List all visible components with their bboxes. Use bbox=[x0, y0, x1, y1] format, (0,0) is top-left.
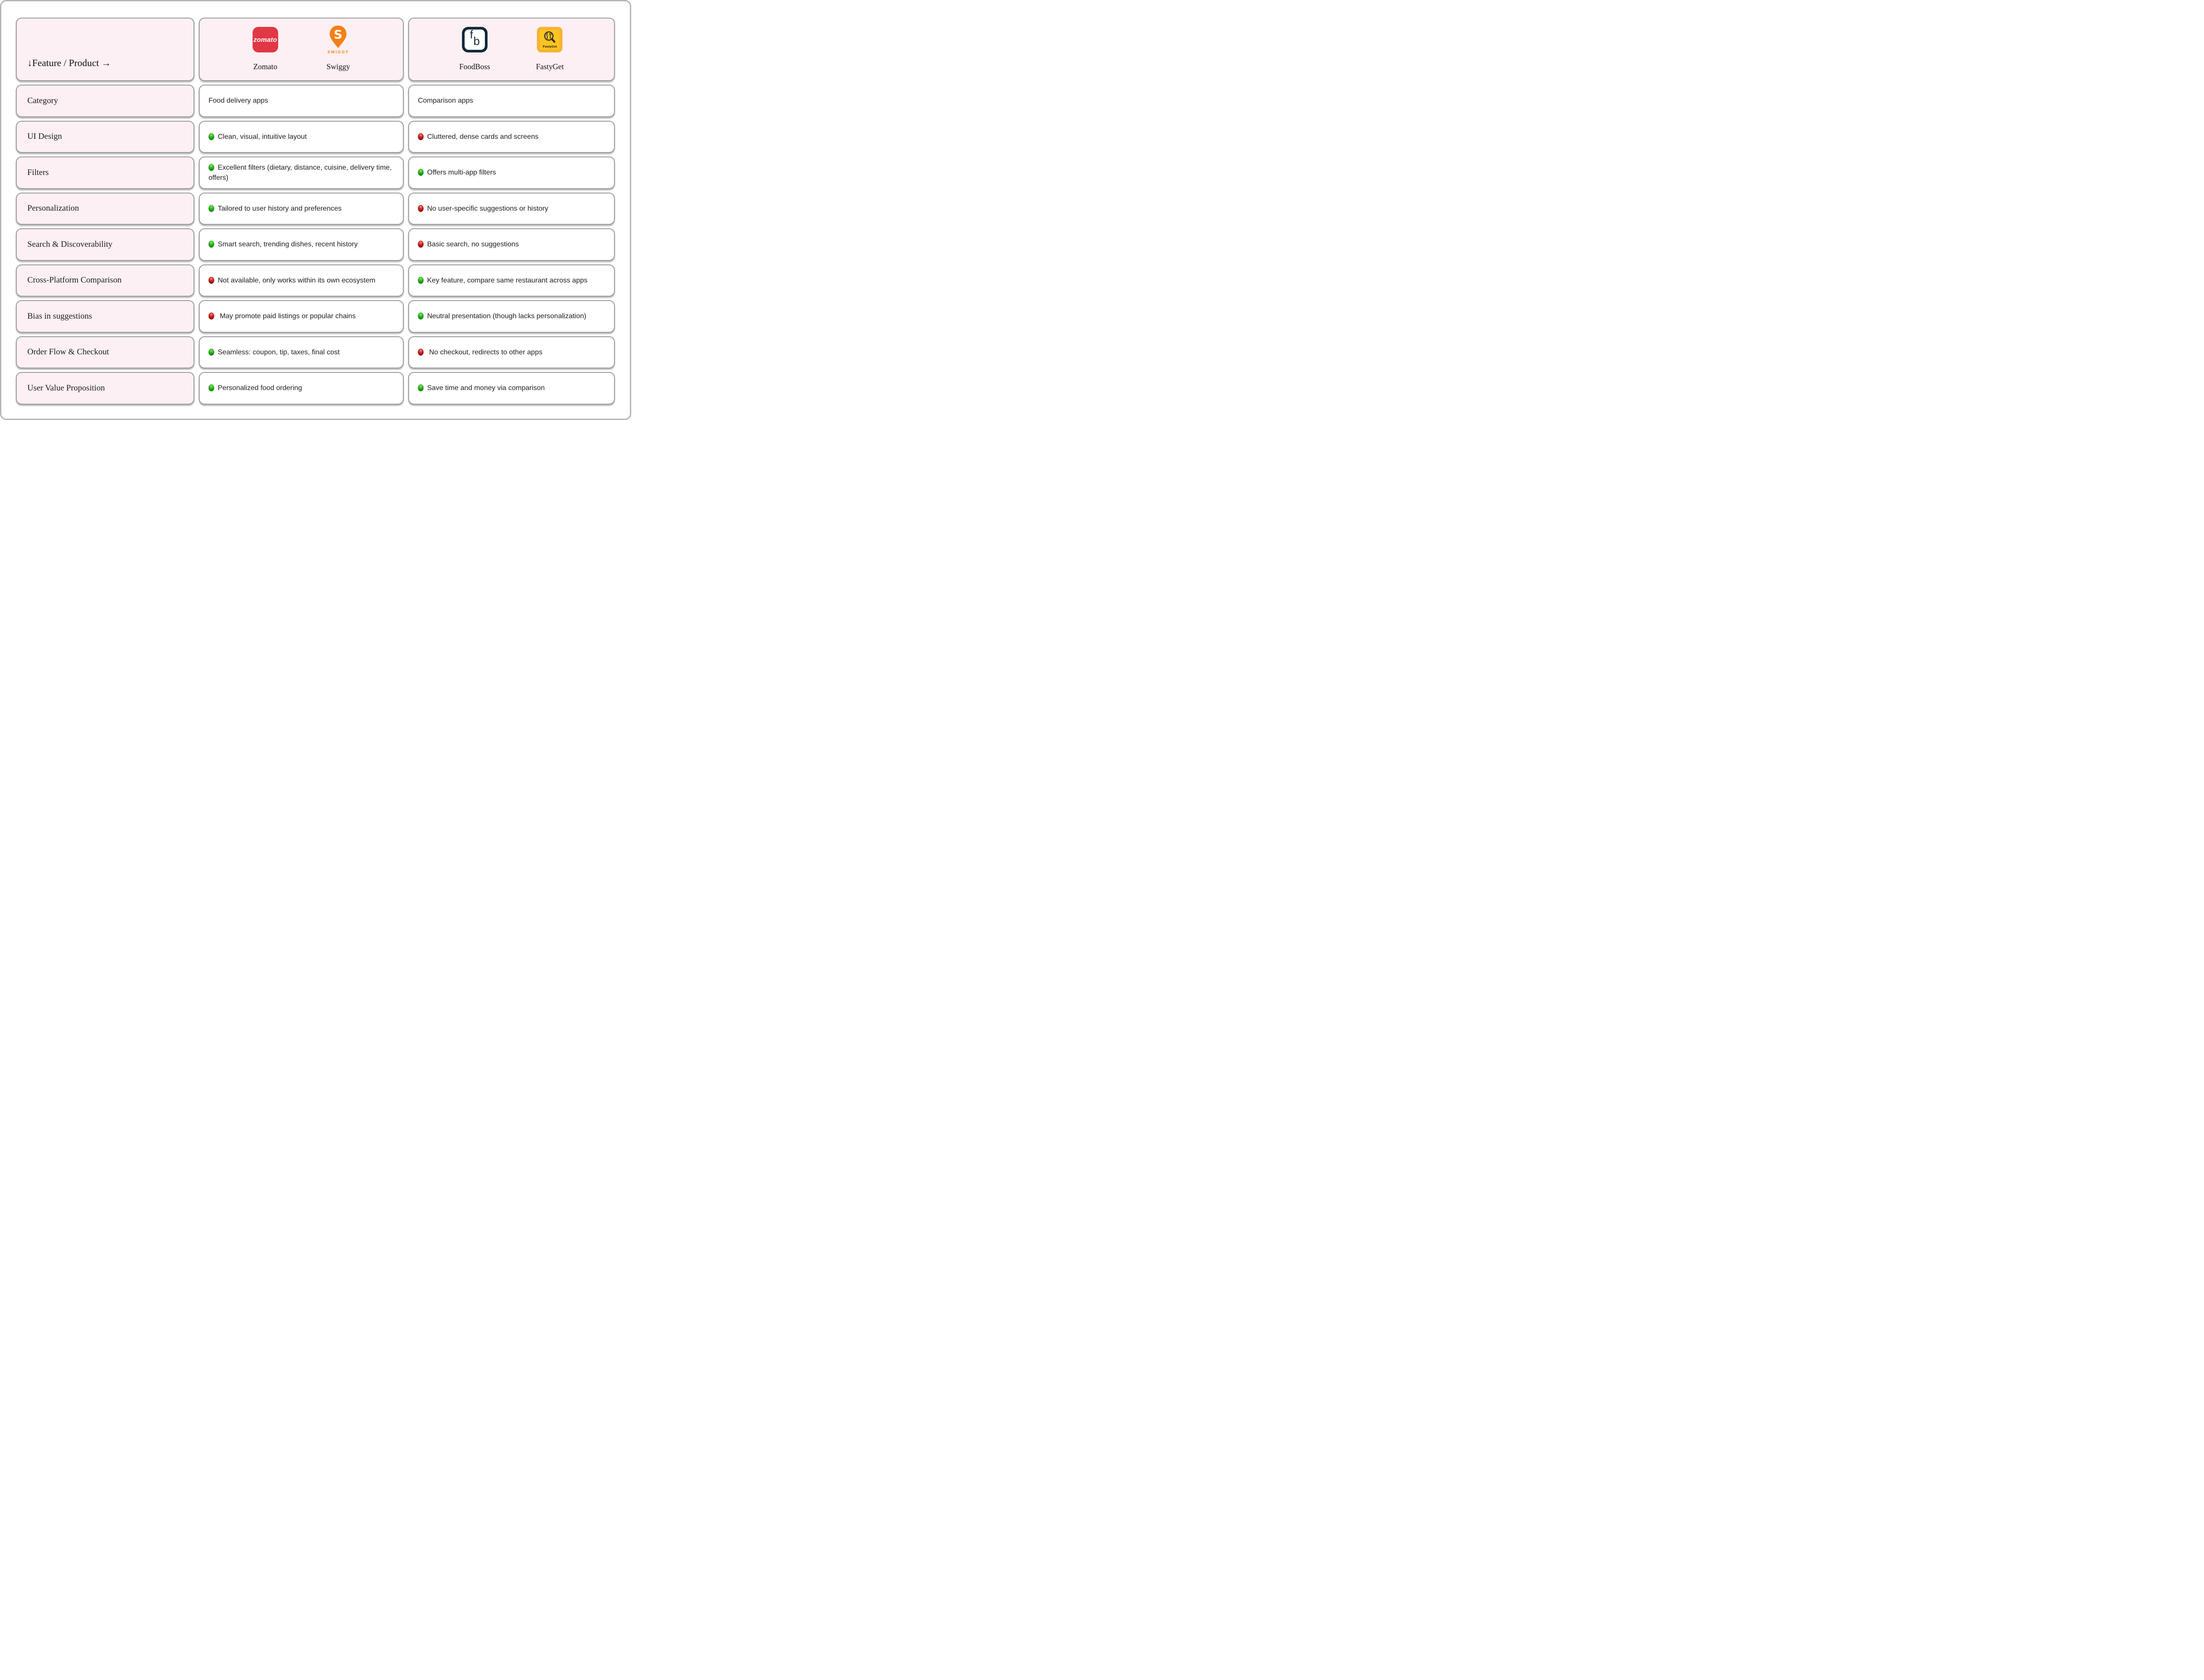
value-cell-uidesign-fooddelivery: Clean, visual, intuitive layout bbox=[199, 120, 404, 153]
value-cell-orderflow-fooddelivery: Seamless: coupon, tip, taxes, final cost bbox=[199, 336, 404, 368]
feature-cell-ui-design: UI Design bbox=[16, 120, 194, 153]
zomato-logo-box: zomato bbox=[252, 23, 278, 56]
feature-cell-bias: Bias in suggestions bbox=[16, 300, 194, 333]
status-dot bbox=[418, 133, 424, 140]
feature-label: Order Flow & Checkout bbox=[27, 347, 109, 357]
value-cell-search-fooddelivery: Smart search, trending dishes, recent hi… bbox=[199, 228, 404, 261]
value-cell-uservalue-comparison: Save time and money via comparison bbox=[408, 372, 615, 405]
product-name-foodboss: FoodBoss bbox=[459, 62, 490, 71]
value-cell-crossplatform-comparison: Key feature, compare same restaurant acr… bbox=[408, 264, 615, 297]
status-dot bbox=[208, 276, 214, 284]
zomato-wordmark: zomato bbox=[253, 36, 277, 44]
product-name-zomato: Zomato bbox=[253, 62, 278, 71]
value-text: Neutral presentation (though lacks perso… bbox=[418, 311, 586, 321]
value-cell-orderflow-comparison: No checkout, redirects to other apps bbox=[408, 336, 615, 368]
fastyget-app-icon: FastyGet bbox=[537, 27, 563, 52]
value-cell-bias-comparison: Neutral presentation (though lacks perso… bbox=[408, 300, 615, 333]
value-text: No user-specific suggestions or history bbox=[418, 204, 548, 214]
value-cell-uidesign-comparison: Cluttered, dense cards and screens bbox=[408, 120, 615, 153]
value-text: Excellent filters (dietary, distance, cu… bbox=[208, 164, 392, 182]
value-cell-filters-comparison: Offers multi-app filters bbox=[408, 156, 615, 189]
product-swiggy: S SWIGGY Swiggy bbox=[327, 23, 350, 71]
value-cell-search-comparison: Basic search, no suggestions bbox=[408, 228, 615, 261]
value-cell-uservalue-fooddelivery: Personalized food ordering bbox=[199, 372, 404, 405]
status-dot bbox=[208, 241, 214, 248]
product-name-swiggy: Swiggy bbox=[326, 62, 350, 71]
header-feature-cell: ↓Feature / Product → bbox=[16, 18, 194, 81]
value-text: Offers multi-app filters bbox=[418, 167, 496, 178]
value-cell-crossplatform-fooddelivery: Not available, only works within its own… bbox=[199, 264, 404, 297]
feature-cell-search-discoverability: Search & Discoverability bbox=[16, 228, 194, 261]
value-text: Cluttered, dense cards and screens bbox=[418, 132, 539, 142]
status-dot bbox=[208, 348, 214, 356]
swiggy-wordmark: SWIGGY bbox=[327, 50, 349, 54]
fastyget-wordmark: FastyGet bbox=[543, 45, 557, 48]
feature-cell-cross-platform: Cross-Platform Comparison bbox=[16, 264, 194, 297]
feature-label: Cross-Platform Comparison bbox=[27, 275, 122, 285]
status-dot bbox=[208, 312, 214, 320]
value-cell-category-comparison: Comparison apps bbox=[408, 85, 615, 117]
status-dot bbox=[208, 384, 214, 392]
value-text: Basic search, no suggestions bbox=[418, 239, 519, 249]
value-text: No checkout, redirects to other apps bbox=[418, 347, 542, 357]
feature-product-axis-label: ↓Feature / Product → bbox=[27, 57, 112, 68]
value-text: Tailored to user history and preferences bbox=[208, 204, 342, 214]
status-dot bbox=[418, 204, 424, 212]
value-text: Not available, only works within its own… bbox=[208, 275, 375, 286]
value-text: Clean, visual, intuitive layout bbox=[208, 132, 307, 142]
value-text: Smart search, trending dishes, recent hi… bbox=[208, 239, 357, 249]
value-text: Seamless: coupon, tip, taxes, final cost bbox=[208, 347, 340, 357]
status-dot bbox=[208, 164, 214, 171]
feature-label: Filters bbox=[27, 167, 49, 177]
feature-cell-user-value: User Value Proposition bbox=[16, 372, 194, 405]
product-foodboss: f b FoodBoss bbox=[459, 23, 490, 71]
feature-cell-order-flow: Order Flow & Checkout bbox=[16, 336, 194, 368]
feature-label: Personalization bbox=[27, 204, 79, 213]
value-cell-filters-fooddelivery: Excellent filters (dietary, distance, cu… bbox=[199, 156, 404, 189]
fastyget-inner-badge: FastyGet bbox=[540, 30, 560, 49]
comparison-page: ↓Feature / Product → zomato Zomato S SWI… bbox=[0, 0, 631, 420]
feature-label: Category bbox=[27, 96, 58, 105]
header-group-food-delivery: zomato Zomato S SWIGGY Swiggy bbox=[199, 18, 404, 81]
status-dot bbox=[418, 384, 424, 392]
value-text: Food delivery apps bbox=[208, 97, 268, 105]
value-cell-category-fooddelivery: Food delivery apps bbox=[199, 85, 404, 117]
value-text: May promote paid listings or popular cha… bbox=[208, 311, 356, 321]
zomato-app-icon: zomato bbox=[252, 27, 278, 52]
value-cell-bias-fooddelivery: May promote paid listings or popular cha… bbox=[199, 300, 404, 333]
feature-label: UI Design bbox=[27, 132, 62, 141]
magnifier-cutlery-icon bbox=[544, 31, 556, 43]
feature-cell-personalization: Personalization bbox=[16, 192, 194, 225]
fastyget-logo-box: FastyGet bbox=[537, 23, 563, 56]
status-dot bbox=[418, 276, 424, 284]
product-zomato: zomato Zomato bbox=[252, 23, 278, 71]
value-cell-personalization-comparison: No user-specific suggestions or history bbox=[408, 192, 615, 225]
feature-cell-category: Category bbox=[16, 85, 194, 117]
value-text: Save time and money via comparison bbox=[418, 383, 545, 393]
swiggy-logo-box: S SWIGGY bbox=[328, 23, 349, 56]
foodboss-app-icon: f b bbox=[462, 27, 488, 52]
feature-label: User Value Proposition bbox=[27, 383, 105, 393]
status-dot bbox=[418, 348, 424, 356]
svg-text:S: S bbox=[334, 28, 343, 42]
header-group-comparison: f b FoodBoss bbox=[408, 18, 615, 81]
comparison-table: ↓Feature / Product → zomato Zomato S SWI… bbox=[1, 1, 630, 419]
status-dot bbox=[418, 169, 424, 176]
foodboss-logo-box: f b bbox=[462, 23, 488, 56]
status-dot bbox=[208, 204, 214, 212]
swiggy-pin-icon: S bbox=[330, 26, 347, 48]
feature-label: Search & Discoverability bbox=[27, 239, 113, 249]
value-text: Key feature, compare same restaurant acr… bbox=[418, 275, 588, 286]
feature-label: Bias in suggestions bbox=[27, 311, 92, 321]
status-dot bbox=[208, 133, 214, 140]
product-name-fastyget: FastyGet bbox=[536, 62, 564, 71]
foodboss-monogram: f b bbox=[464, 29, 485, 50]
value-text: Comparison apps bbox=[418, 97, 473, 105]
feature-cell-filters: Filters bbox=[16, 156, 194, 189]
status-dot bbox=[418, 241, 424, 248]
status-dot bbox=[418, 312, 424, 320]
value-cell-personalization-fooddelivery: Tailored to user history and preferences bbox=[199, 192, 404, 225]
product-fastyget: FastyGet FastyGet bbox=[536, 23, 564, 71]
value-text: Personalized food ordering bbox=[208, 383, 302, 393]
